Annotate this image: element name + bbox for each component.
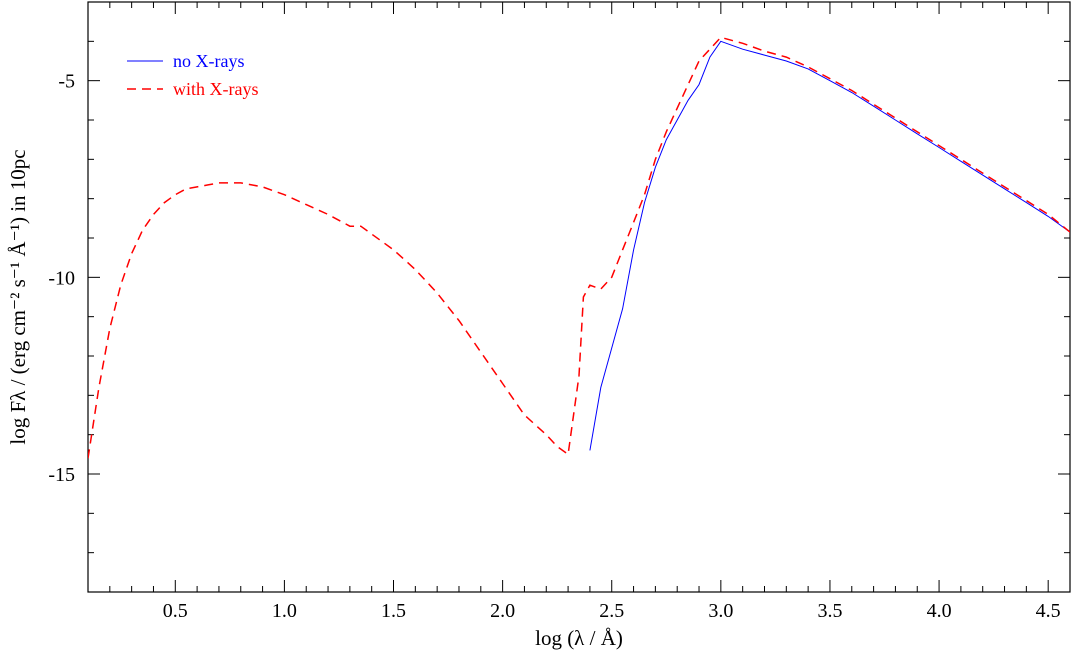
series-line-with-xrays [88,36,1070,459]
x-tick-label: 1.0 [272,600,297,622]
y-axis-label: log Fλ / (erg cm⁻² s⁻¹ Å⁻¹) in 10pc [6,149,30,444]
legend-label-no-xrays: no X-rays [173,51,244,71]
x-tick-label: 2.0 [490,600,515,622]
series-layer [88,36,1070,459]
x-tick-label: 3.5 [817,600,842,622]
x-axis-label: log (λ / Å) [535,626,623,650]
y-tick-label: -15 [48,464,75,486]
x-tick-label: 4.0 [927,600,952,622]
legend-label-with-xrays: with X-rays [173,79,258,99]
series-line-no-xrays [589,40,1070,451]
x-tick-label: 3.0 [708,600,733,622]
axis-ticks [87,1,1071,593]
plot-frame [87,1,1071,593]
x-tick-label: 4.5 [1036,600,1061,622]
x-tick-label: 2.5 [599,600,624,622]
x-tick-label: 1.5 [381,600,406,622]
y-tick-label: -10 [48,267,75,289]
x-tick-label: 0.5 [163,600,188,622]
legend: no X-rays with X-rays [127,51,258,99]
y-tick-label: -5 [58,71,75,93]
axis-tick-labels: 0.5 1.0 1.5 2.0 2.5 3.0 3.5 4.0 4.5 -15 -10 -5 [48,71,1060,622]
